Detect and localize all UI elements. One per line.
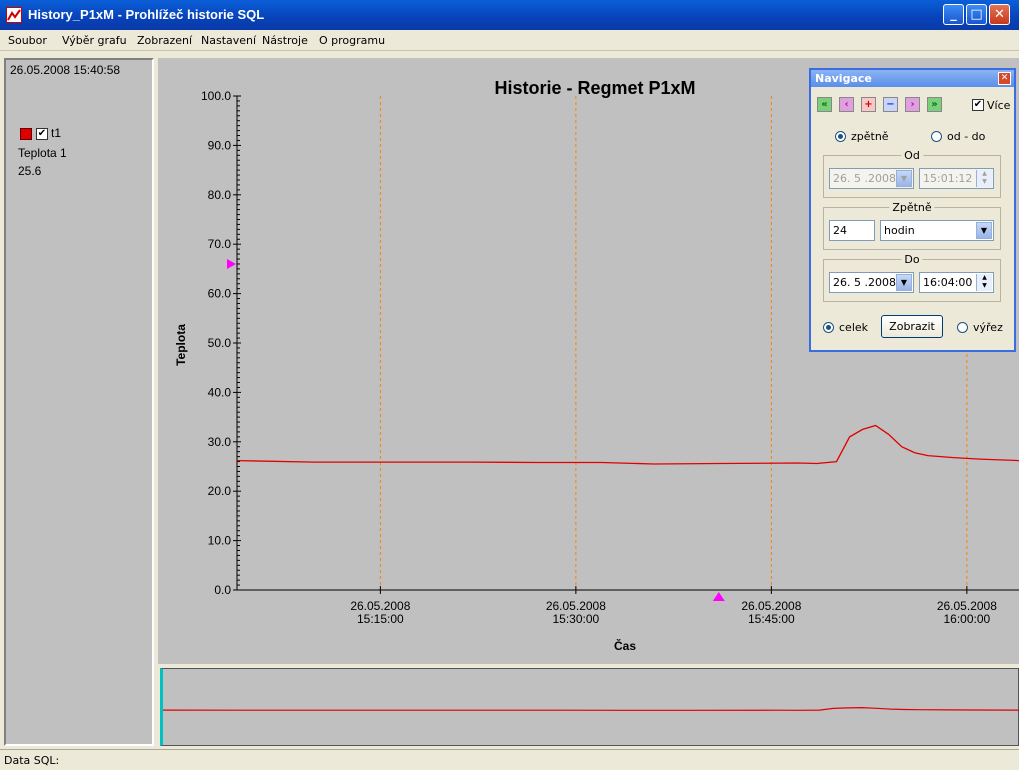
y-tick-label: 20.0 — [208, 484, 232, 498]
back-unit-value: hodin — [884, 224, 915, 237]
first-page-icon[interactable]: « — [817, 97, 832, 112]
mode-back-label: zpětně — [851, 130, 889, 143]
series-line-t1 — [236, 424, 1019, 465]
back-unit-dropdown-icon[interactable]: ▼ — [976, 222, 992, 239]
close-button[interactable]: ✕ — [989, 4, 1010, 25]
x-tick-date: 26.05.2008 — [937, 599, 997, 613]
menu-o-programu[interactable]: O programu — [319, 34, 386, 47]
y-tick-label: 100.0 — [201, 89, 231, 103]
back-group-title: Zpětně — [889, 201, 935, 214]
from-group-title: Od — [901, 149, 923, 162]
to-date-field[interactable]: 26. 5 .2008 ▼ — [829, 272, 914, 293]
show-button[interactable]: Zobrazit — [881, 315, 943, 338]
menu-nastaveni[interactable]: Nastavení — [201, 34, 257, 47]
maximize-button[interactable]: □ — [966, 4, 987, 25]
title-bar: History_P1xM - Prohlížeč historie SQL _ … — [0, 0, 1019, 30]
view-whole-radio[interactable] — [823, 322, 834, 333]
view-whole-label: celek — [839, 321, 869, 334]
back-value: 24 — [833, 224, 847, 237]
status-bar: Data SQL: — [0, 749, 1019, 770]
from-date-field: 26. 5 .2008 ▼ — [829, 168, 914, 189]
x-tick-date: 26.05.2008 — [350, 599, 410, 613]
menu-zobrazeni[interactable]: Zobrazení — [137, 34, 193, 47]
x-tick-time: 15:15:00 — [357, 612, 404, 626]
y-tick-label: 30.0 — [208, 435, 232, 449]
overview-strip[interactable] — [160, 668, 1019, 746]
y-tick-label: 70.0 — [208, 237, 232, 251]
zoom-in-icon[interactable]: + — [861, 97, 876, 112]
zoom-out-icon[interactable]: − — [883, 97, 898, 112]
next-icon[interactable]: › — [905, 97, 920, 112]
to-time-field[interactable]: 16:04:00 ▲ ▼ — [919, 272, 994, 293]
from-time-spinner-icon: ▲ ▼ — [976, 170, 992, 187]
navigation-window: Navigace ✕ « ‹ + − › » ✔ Více zpětně od … — [809, 68, 1016, 352]
to-group: Do 26. 5 .2008 ▼ 16:04:00 ▲ ▼ — [823, 253, 1001, 302]
minimize-button[interactable]: _ — [943, 4, 964, 25]
overview-svg[interactable] — [163, 669, 1019, 745]
x-tick-date: 26.05.2008 — [741, 599, 801, 613]
series-value: 25.6 — [18, 164, 42, 178]
y-tick-label: 0.0 — [214, 583, 231, 597]
mode-range-label: od - do — [947, 130, 986, 143]
navigation-title: Navigace — [815, 72, 872, 85]
current-timestamp: 26.05.2008 15:40:58 — [10, 63, 121, 77]
view-cutout-radio[interactable] — [957, 322, 968, 333]
to-date-value: 26. 5 .2008 — [833, 276, 896, 289]
from-group: Od 26. 5 .2008 ▼ 15:01:12 ▲ ▼ — [823, 149, 1001, 198]
chart-title: Historie - Regmet P1xM — [494, 78, 695, 98]
more-checkbox[interactable]: ✔ — [972, 99, 984, 111]
to-time-value: 16:04:00 — [923, 276, 973, 289]
back-unit-select[interactable]: hodin ▼ — [880, 220, 994, 241]
mode-back-radio[interactable] — [835, 131, 846, 142]
from-time-value: 15:01:12 — [923, 172, 973, 185]
app-chart-icon — [6, 7, 22, 23]
x-tick-date: 26.05.2008 — [546, 599, 606, 613]
y-cursor-marker — [227, 258, 236, 269]
series-visible-checkbox[interactable]: ✔ — [36, 128, 48, 140]
status-text: Data SQL: — [4, 754, 60, 767]
menu-nastroje[interactable]: Nástroje — [262, 34, 308, 47]
x-tick-time: 15:30:00 — [553, 612, 600, 626]
chart-svg[interactable]: Historie - Regmet P1xM 0.0 10.0 20.0 30.0 40… — [158, 58, 1019, 664]
y-tick-label: 40.0 — [208, 385, 232, 399]
y-tick-label: 90.0 — [208, 138, 232, 152]
y-tick-label: 10.0 — [208, 534, 232, 548]
x-axis-label: Čas — [614, 638, 636, 653]
x-tick-time: 15:45:00 — [748, 612, 795, 626]
mode-range-radio[interactable] — [931, 131, 942, 142]
to-time-spinner-icon[interactable]: ▲ ▼ — [976, 274, 992, 291]
previous-icon[interactable]: ‹ — [839, 97, 854, 112]
series-description: Teplota 1 — [18, 146, 67, 160]
y-axis-label: Teplota — [174, 324, 188, 366]
from-date-dropdown-icon: ▼ — [896, 170, 912, 187]
series-color-swatch[interactable] — [20, 128, 32, 140]
menu-soubor[interactable]: Soubor — [8, 34, 47, 47]
back-group: Zpětně 24 hodin ▼ — [823, 201, 1001, 250]
menu-vyber-grafu[interactable]: Výběr grafu — [62, 34, 127, 47]
navigation-close-icon[interactable]: ✕ — [998, 72, 1011, 85]
menu-bar: Soubor Výběr grafu Zobrazení Nastavení N… — [0, 30, 1019, 51]
y-tick-label: 80.0 — [208, 188, 232, 202]
x-tick-time: 16:00:00 — [944, 612, 991, 626]
back-value-field[interactable]: 24 — [829, 220, 875, 241]
to-date-dropdown-icon[interactable]: ▼ — [896, 274, 912, 291]
to-group-title: Do — [901, 253, 923, 266]
overview-series-line — [163, 706, 1019, 711]
series-panel: 26.05.2008 15:40:58 ✔ t1 Teplota 1 25.6 — [4, 58, 154, 746]
view-cutout-label: výřez — [973, 321, 1003, 334]
window-title: History_P1xM - Prohlížeč historie SQL — [28, 7, 265, 22]
from-date-value: 26. 5 .2008 — [833, 172, 896, 185]
y-tick-label: 50.0 — [208, 336, 232, 350]
x-cursor-marker — [712, 592, 725, 601]
series-tag: t1 — [51, 126, 62, 140]
last-page-icon[interactable]: » — [927, 97, 942, 112]
navigation-titlebar[interactable]: Navigace ✕ — [811, 70, 1014, 87]
from-time-field: 15:01:12 ▲ ▼ — [919, 168, 994, 189]
y-tick-label: 60.0 — [208, 287, 232, 301]
more-label: Více — [987, 99, 1011, 112]
